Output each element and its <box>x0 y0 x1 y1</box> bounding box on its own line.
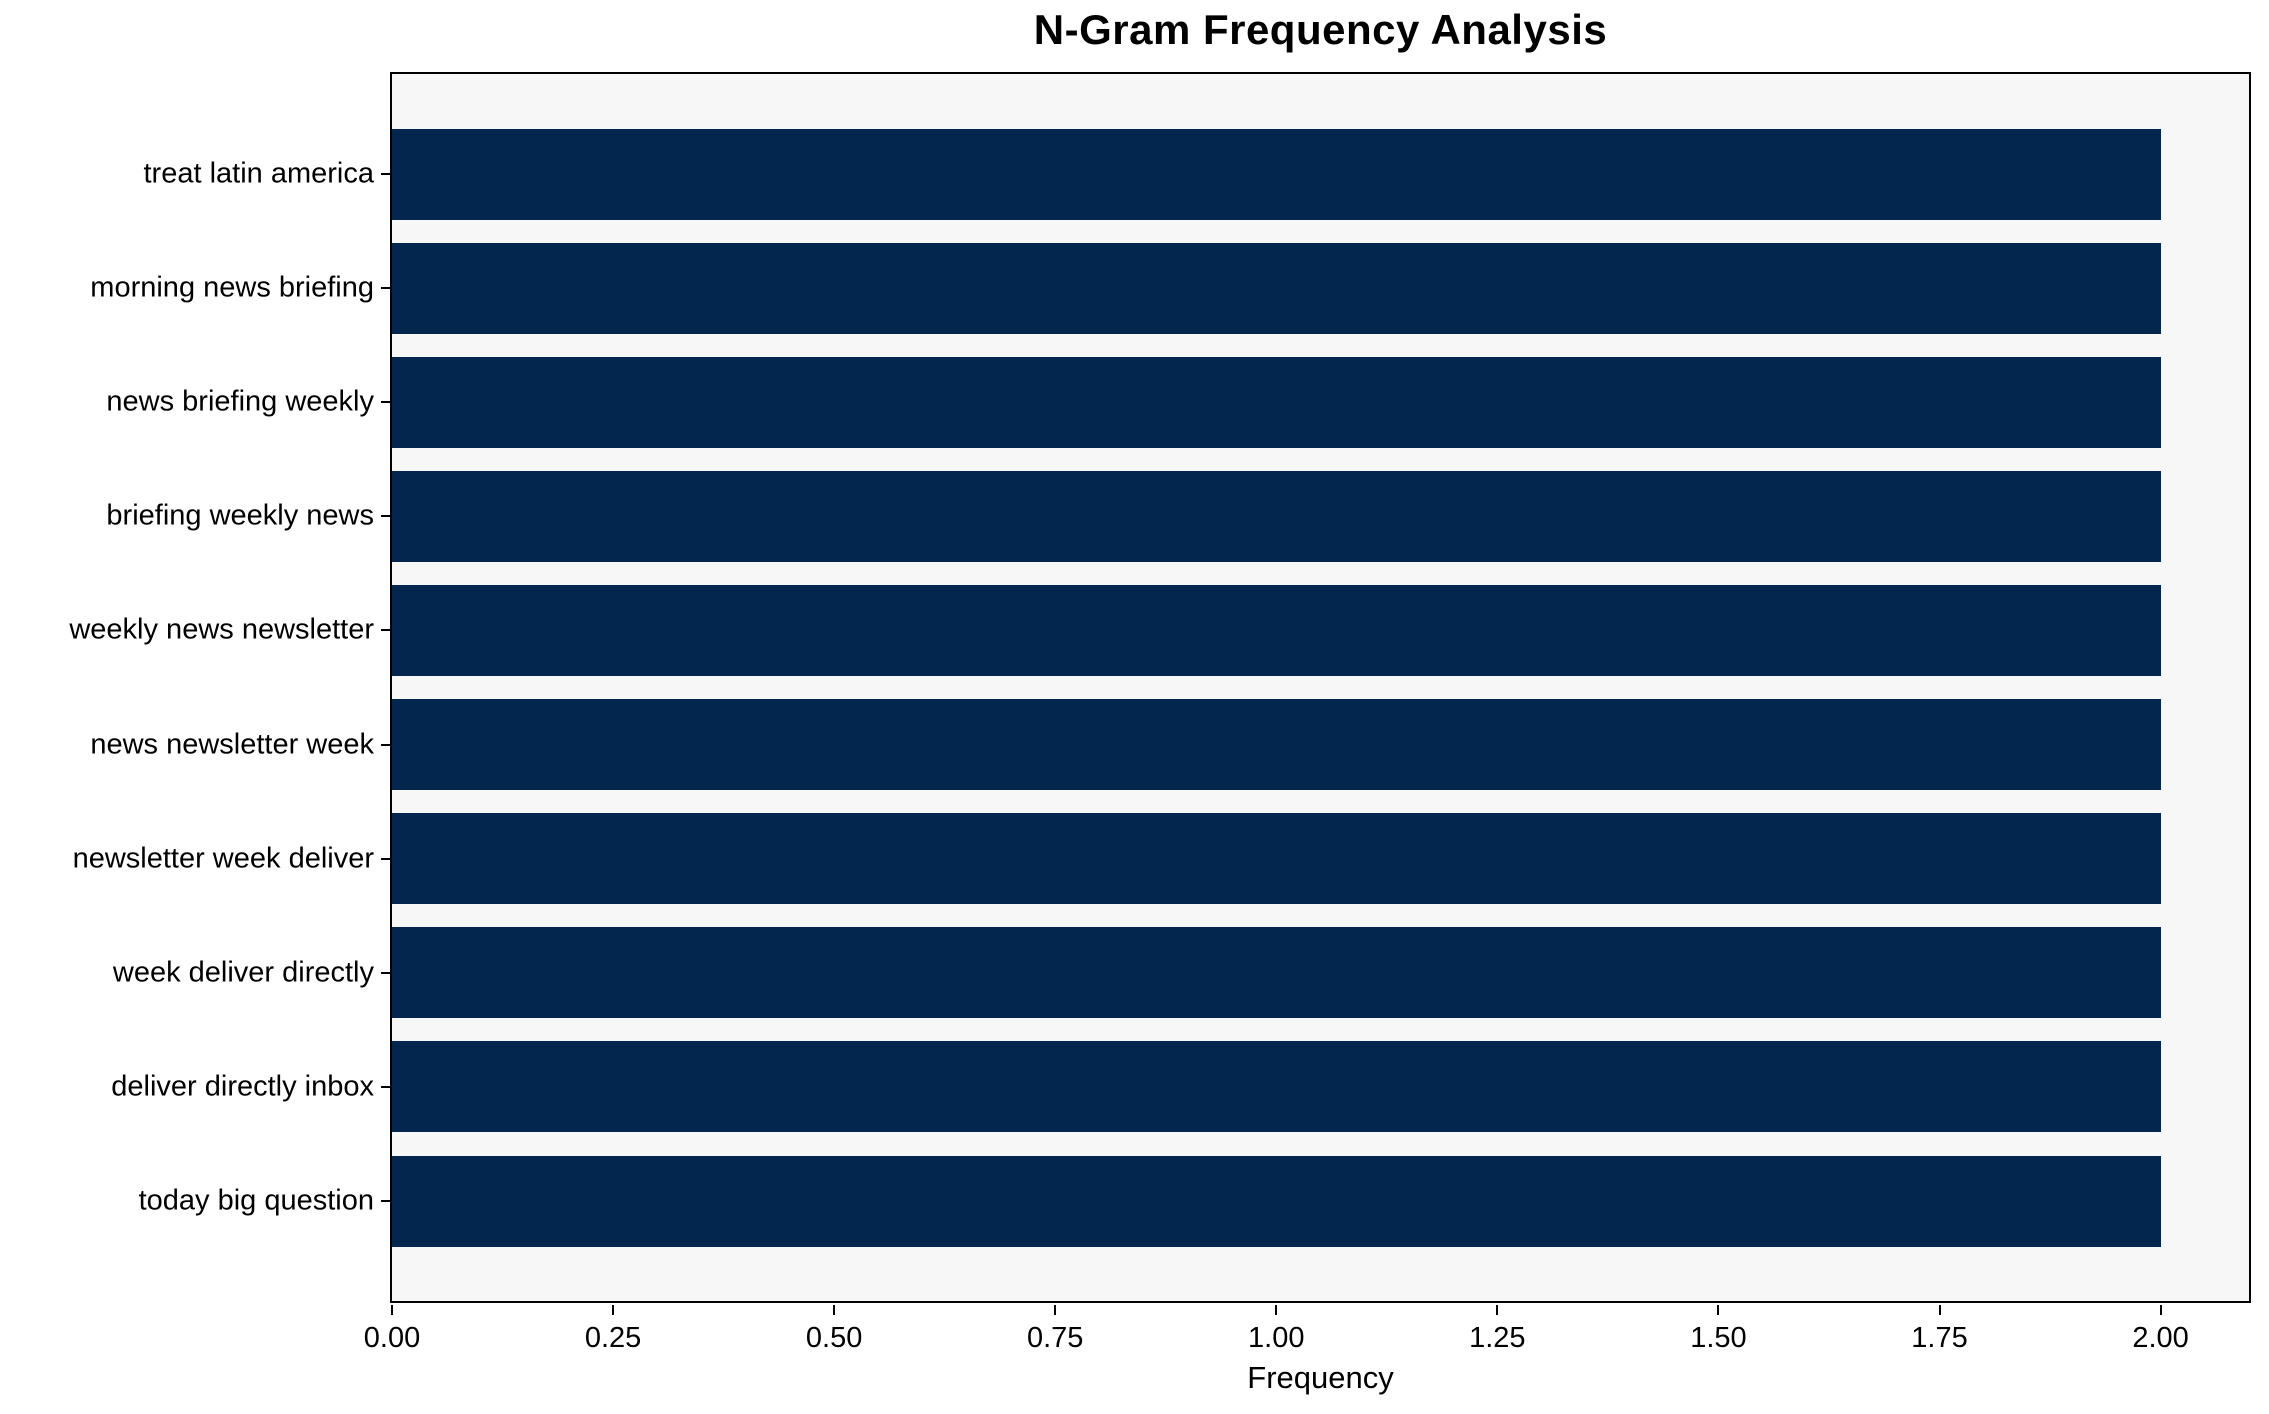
bar-today-big-question <box>392 1155 2161 1247</box>
bar-news-briefing-weekly <box>392 356 2161 448</box>
bar-treat-latin-america <box>392 128 2161 220</box>
y-tick-label: news briefing weekly <box>106 385 374 418</box>
y-tick-label: briefing weekly news <box>106 499 374 532</box>
x-tick-label: 1.00 <box>1248 1322 1305 1354</box>
y-tick-label: treat latin america <box>143 157 375 190</box>
x-tick-mark <box>2159 1305 2162 1315</box>
y-tick-mark <box>381 971 390 974</box>
x-tick-label: 0.50 <box>805 1322 863 1354</box>
y-tick-label: weekly news newsletter <box>69 613 374 646</box>
bar-morning-news-briefing <box>392 242 2161 334</box>
x-tick-mark <box>1275 1305 1278 1315</box>
y-tick-mark <box>381 173 390 175</box>
bar-briefing-weekly-news <box>392 470 2161 562</box>
x-tick-mark <box>391 1305 393 1315</box>
bar-week-deliver-directly <box>392 927 2161 1019</box>
x-tick-label: 1.50 <box>1690 1322 1747 1354</box>
y-tick-mark <box>381 401 390 404</box>
y-tick-label: deliver directly inbox <box>111 1070 374 1103</box>
bar-deliver-directly-inbox <box>392 1041 2161 1133</box>
x-tick-mark <box>1054 1305 1057 1315</box>
y-tick-label: today big question <box>138 1184 374 1217</box>
x-tick-label: 2.00 <box>2132 1322 2189 1354</box>
x-tick-label: 1.75 <box>1911 1322 1968 1354</box>
x-tick-mark <box>1717 1305 1720 1315</box>
y-tick-label: newsletter week deliver <box>72 842 374 875</box>
y-tick-label: morning news briefing <box>90 271 374 304</box>
x-tick-label: 0.00 <box>363 1322 421 1354</box>
bar-weekly-news-newsletter <box>392 584 2161 676</box>
x-tick-mark <box>1938 1305 1941 1315</box>
y-tick-mark <box>381 515 390 518</box>
x-tick-mark <box>1496 1305 1499 1315</box>
y-tick-mark <box>381 857 390 860</box>
plot-area <box>390 72 2251 1303</box>
x-tick-label: 1.25 <box>1469 1322 1526 1354</box>
chart-title: N-Gram Frequency Analysis <box>1033 6 1608 53</box>
x-tick-label: 0.75 <box>1026 1322 1084 1354</box>
y-tick-mark <box>381 1085 390 1088</box>
bar-news-newsletter-week <box>392 699 2161 791</box>
y-tick-label: week deliver directly <box>112 956 374 989</box>
x-axis-label: Frequency <box>1247 1360 1394 1395</box>
y-tick-mark <box>381 1200 390 1202</box>
y-tick-mark <box>381 743 390 746</box>
x-tick-label: 0.25 <box>584 1322 642 1354</box>
x-tick-mark <box>833 1305 836 1315</box>
y-tick-mark <box>381 287 390 290</box>
x-tick-mark <box>612 1305 615 1315</box>
y-tick-label: news newsletter week <box>90 728 374 761</box>
bar-newsletter-week-deliver <box>392 813 2161 905</box>
y-tick-mark <box>381 629 390 632</box>
